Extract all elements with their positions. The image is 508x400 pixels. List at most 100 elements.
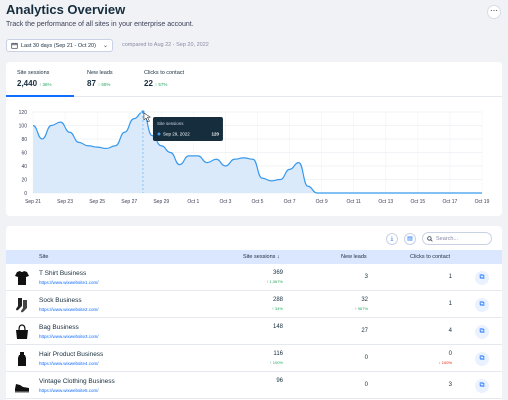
socks-icon	[16, 298, 27, 313]
y-tick-label: 100	[19, 124, 28, 130]
page-subtitle: Track the performance of all sites in yo…	[6, 21, 194, 28]
site-name[interactable]: T Shirt Business	[39, 270, 87, 277]
table-row[interactable]: Hair Product Business https://www.wixwebs…	[6, 345, 502, 372]
x-tick-label: Sep 27	[121, 199, 137, 205]
site-url[interactable]: https://www.wixwebsite2.com/	[39, 307, 99, 312]
tooltip-value: 120	[211, 132, 219, 137]
clicks-value: 1	[448, 301, 452, 307]
leads-value: 0	[364, 355, 368, 361]
x-tick-label: Oct 15	[410, 199, 425, 205]
y-tick-label: 0	[24, 191, 27, 197]
open-site-button[interactable]: ⧉	[475, 271, 489, 285]
site-name[interactable]: Bag Business	[39, 324, 79, 331]
tab-new-leads[interactable]: New leads 87 ↑ 65%	[87, 70, 113, 97]
site-name[interactable]: Hair Product Business	[39, 351, 104, 358]
tab-change: ↑ 57%	[154, 82, 168, 87]
page-title: Analytics Overview	[6, 2, 126, 17]
open-site-button[interactable]: ⧉	[475, 379, 489, 393]
site-url[interactable]: https://www.wixwebsite5.com/	[39, 388, 99, 393]
search-icon	[427, 235, 433, 242]
leads-value: 27	[361, 328, 368, 334]
x-tick-label: Oct 11	[347, 199, 362, 205]
bottle-icon	[18, 352, 26, 366]
tab-site-sessions[interactable]: Site sessions 2,440 ↑ 36%	[17, 70, 52, 97]
external-link-icon: ⧉	[479, 274, 485, 281]
table-header: Site Site sessions ↓ New leads Clicks to…	[6, 250, 502, 264]
site-name[interactable]: Sock Business	[39, 297, 82, 304]
columns-icon: ▤	[407, 236, 413, 242]
sessions-change: ↑ 1,367%	[266, 279, 283, 284]
tab-clicks-to-contact[interactable]: Clicks to contact 22 ↑ 57%	[144, 70, 184, 97]
metric-tabs: Site sessions 2,440 ↑ 36% New leads 87 ↑ 6…	[6, 62, 502, 97]
sites-table-card: ⤓ ▤ Search... Site Site sessions ↓ New l…	[6, 226, 502, 400]
external-link-icon: ⧉	[479, 301, 485, 308]
sessions-change: ↑ 100%	[269, 360, 283, 365]
mouse-cursor-icon	[143, 112, 152, 123]
tooltip-box	[152, 117, 223, 141]
date-range-value: Last 30 days (Sep 21 - Oct 20)	[21, 42, 96, 49]
download-icon: ⤓	[390, 236, 394, 242]
y-tick-label: 120	[19, 110, 28, 116]
site-name[interactable]: Vintage Clothing Business	[39, 378, 115, 385]
table-row[interactable]: T Shirt Business https://www.wixwebsite1.…	[6, 264, 502, 291]
header-site-sessions[interactable]: Site sessions ↓	[243, 254, 280, 260]
x-tick-label: Sep 23	[57, 199, 73, 205]
y-tick-label: 80	[21, 137, 27, 143]
sessions-value: 288	[272, 297, 283, 303]
y-tick-label: 20	[21, 178, 27, 184]
header-new-leads[interactable]: New leads	[341, 254, 367, 260]
x-tick-label: Sep 25	[89, 199, 105, 205]
tooltip-legend-dot	[157, 132, 161, 136]
tab-metric: 87 ↑ 65%	[87, 79, 113, 88]
sessions-change: ↑ 34%	[271, 306, 283, 311]
x-tick-label: Oct 7	[284, 199, 296, 205]
sessions-chart[interactable]: 0 20 40 60 80 100 120 Sep 21 Sep 23 Sep 25 Sep 27 S…	[6, 97, 502, 216]
clicks-value: 3	[448, 382, 452, 388]
search-input[interactable]: Search...	[422, 232, 492, 245]
export-button[interactable]: ⤓	[386, 233, 398, 245]
tab-value: 87	[87, 79, 96, 88]
site-url[interactable]: https://www.wixwebsite1.com/	[39, 280, 99, 285]
tab-label: Clicks to contact	[144, 70, 185, 76]
tab-change: ↑ 65%	[97, 82, 111, 87]
table-row[interactable]: Sock Business https://www.wixwebsite2.com…	[6, 291, 502, 318]
sessions-value: 96	[276, 378, 283, 384]
external-link-icon: ⧉	[479, 355, 485, 362]
x-tick-label: Sep 29	[153, 199, 169, 205]
y-tick-label: 40	[21, 164, 27, 170]
comparison-text: compared to Aug 22 - Sep 20, 2022	[122, 42, 209, 48]
more-horizontal-icon: ⋯	[490, 6, 498, 15]
tab-value: 22	[144, 79, 153, 88]
clicks-value: 4	[448, 328, 452, 334]
site-url[interactable]: https://www.wixwebsite3.com/	[39, 334, 99, 339]
tooltip-title: Site sessions	[157, 121, 184, 126]
more-actions-button[interactable]: ⋯	[487, 5, 501, 19]
open-site-button[interactable]: ⧉	[475, 325, 489, 339]
header-site[interactable]: Site	[39, 254, 49, 260]
leads-value: 0	[364, 382, 368, 388]
external-link-icon: ⧉	[479, 382, 485, 389]
table-row[interactable]: Bag Business https://www.wixwebsite3.com/…	[6, 318, 502, 345]
settings-button[interactable]: ▤	[404, 233, 416, 245]
calendar-icon	[11, 42, 18, 49]
tab-label: New leads	[87, 70, 113, 76]
sessions-value: 116	[273, 351, 283, 357]
bag-icon	[16, 324, 28, 339]
tab-value: 2,440	[17, 79, 38, 88]
open-site-button[interactable]: ⧉	[475, 352, 489, 366]
header-clicks-to-contact[interactable]: Clicks to contact	[410, 254, 451, 260]
tooltip-date: Sep 29, 2022	[163, 132, 190, 137]
clicks-value: 0	[448, 351, 452, 357]
open-site-button[interactable]: ⧉	[475, 298, 489, 312]
leads-value: 32	[361, 297, 368, 303]
site-url[interactable]: https://www.wixwebsite4.com/	[39, 361, 99, 366]
date-range-select[interactable]: Last 30 days (Sep 21 - Oct 20) ⌄	[6, 39, 113, 52]
tab-metric: 22 ↑ 57%	[144, 79, 184, 88]
x-tick-label: Oct 13	[378, 199, 393, 205]
clicks-value: 1	[448, 274, 452, 280]
active-tab-indicator	[6, 95, 74, 97]
table-row[interactable]: Vintage Clothing Business https://www.wix…	[6, 372, 502, 399]
tab-label: Site sessions	[17, 70, 50, 76]
clicks-change: ↓ 100%	[438, 360, 452, 365]
